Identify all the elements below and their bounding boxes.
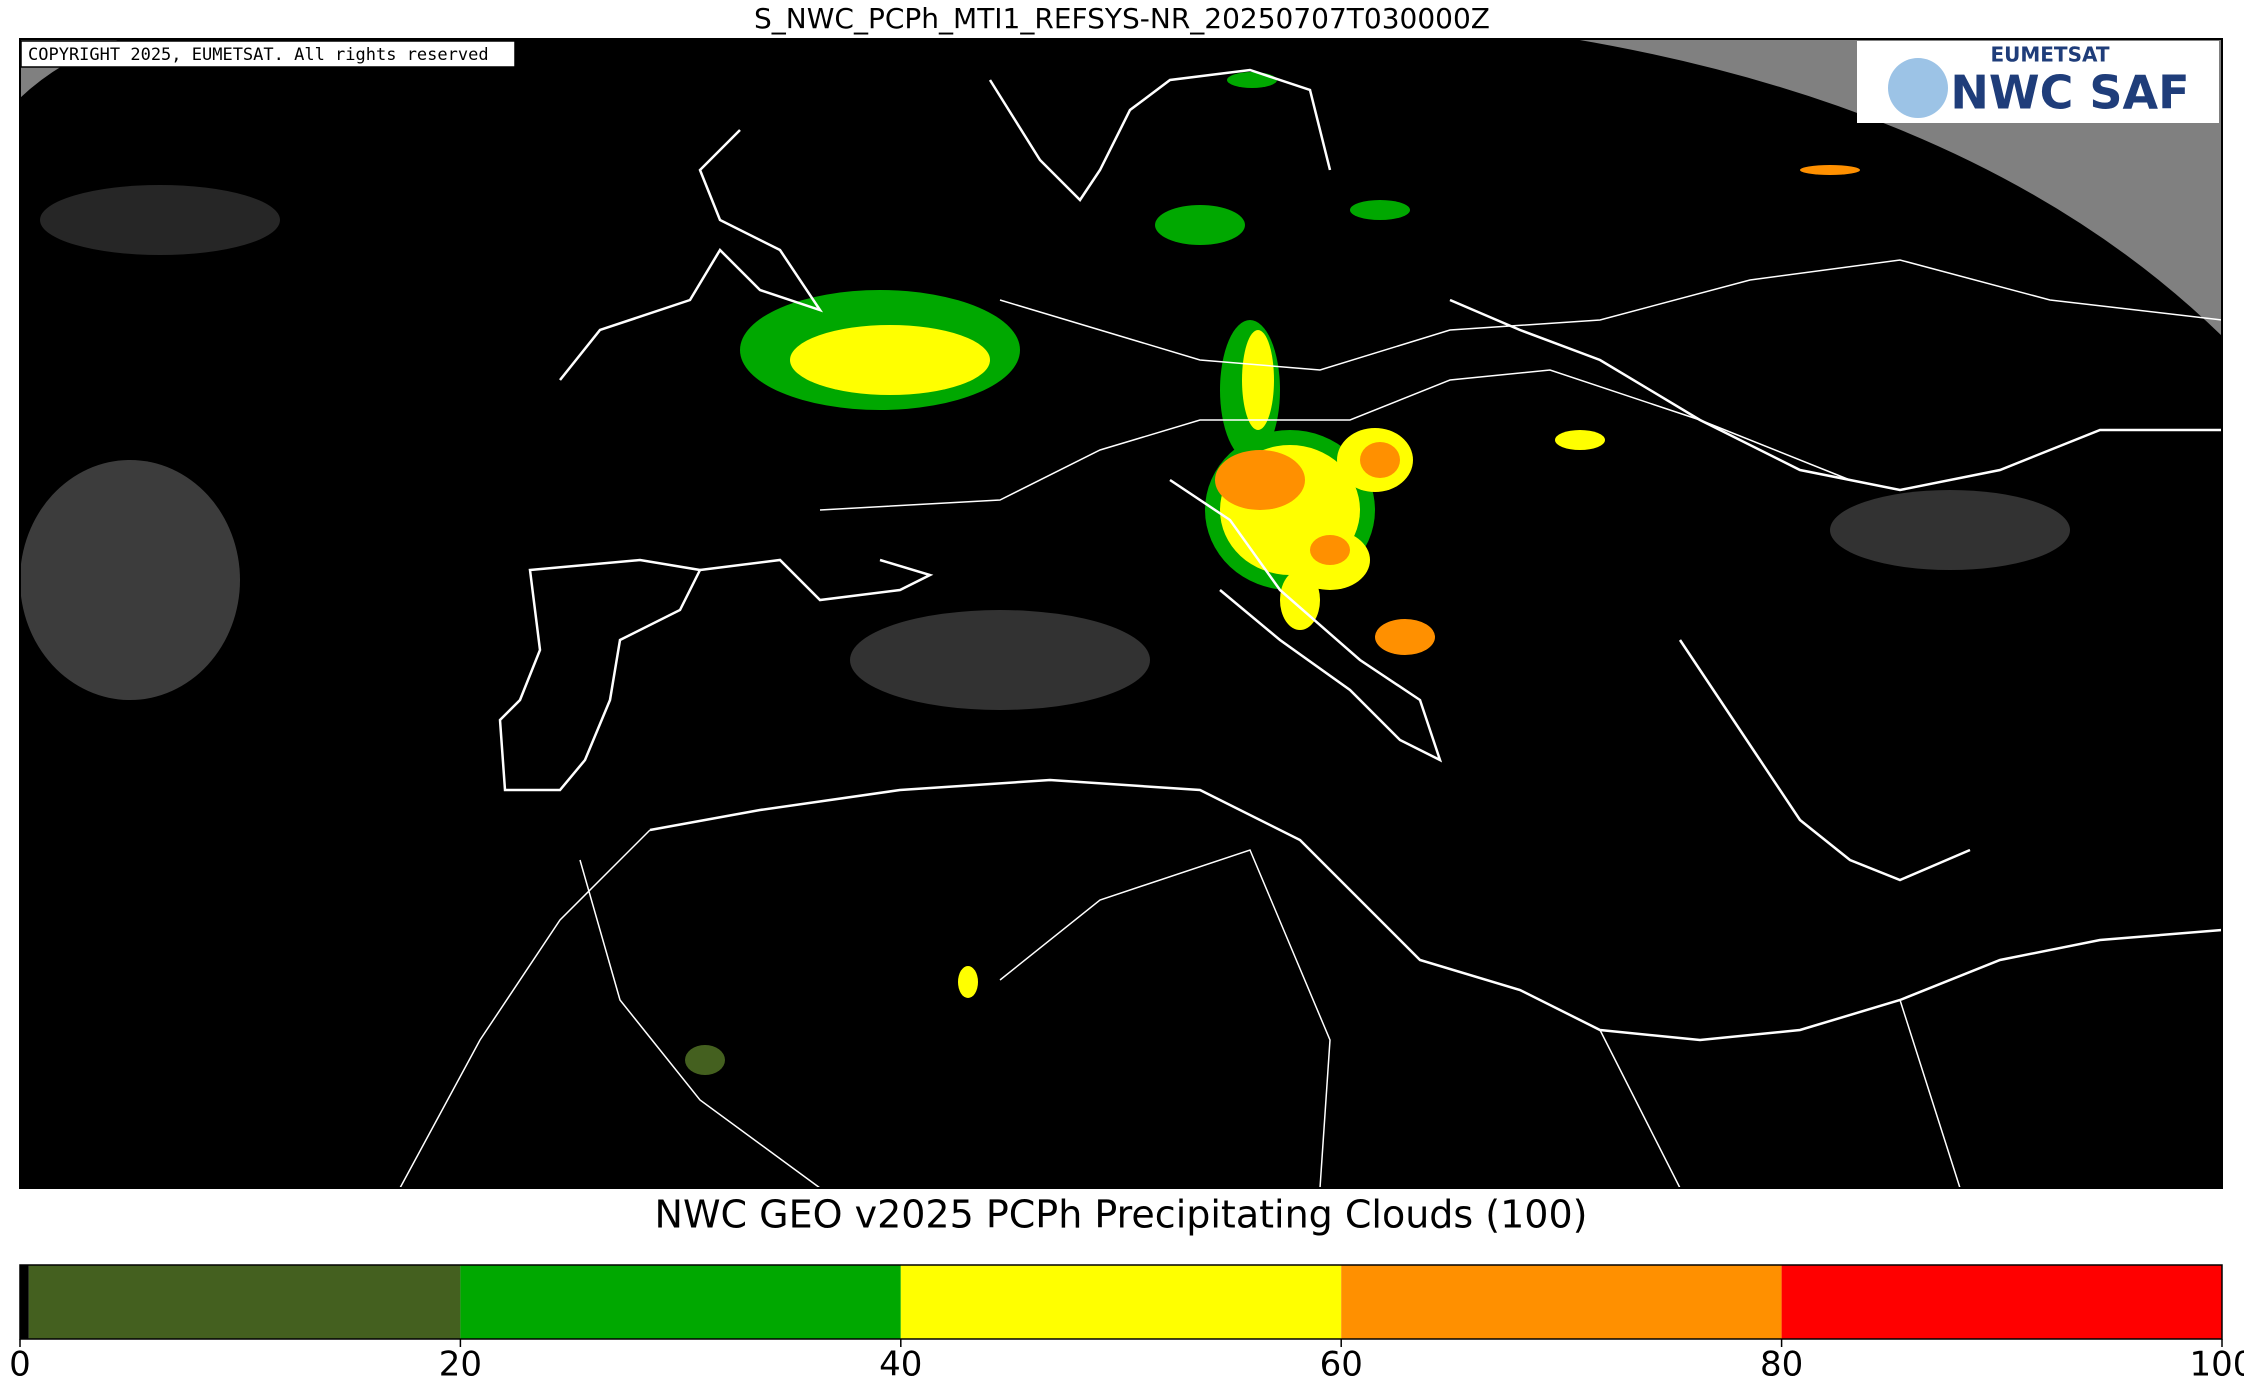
- colorbar-tick-label: 60: [1320, 1345, 1363, 1385]
- colorbar-tick-label: 0: [9, 1345, 31, 1385]
- colorbar-tick-label: 100: [2190, 1345, 2244, 1385]
- map-frame: [19, 38, 2223, 1189]
- precip-areas: [685, 72, 1860, 1075]
- colorbar-tick-label: 40: [879, 1345, 922, 1385]
- colorbar-segment: [460, 1265, 901, 1339]
- title: S_NWC_PCPh_MTI1_REFSYS-NR_20250707T03000…: [754, 2, 1490, 35]
- colorbar-segment: [20, 1265, 29, 1339]
- surface-clutter: [20, 185, 2070, 710]
- borders: [399, 259, 2223, 1189]
- colorbar-tick-label: 20: [439, 1345, 482, 1385]
- colorbar-segment: [28, 1265, 461, 1339]
- colorbar-segment: [900, 1265, 1342, 1339]
- colorbar-segment: [1341, 1265, 1782, 1339]
- copyright-box: [20, 40, 516, 68]
- map-background: [20, 39, 2222, 1188]
- colorbar-segment: [1781, 1265, 2222, 1339]
- coastlines: [498, 68, 2223, 1042]
- map: COPYRIGHT 2025, EUMETSAT. All rights res…: [19, 38, 2223, 1189]
- colorbar-tick-label: 80: [1760, 1345, 1803, 1385]
- logo-main: NWC SAF: [1950, 66, 2189, 120]
- logo-top: EUMETSAT: [1990, 43, 2109, 67]
- logo-icon: [1888, 58, 1948, 118]
- colorbar-label: NWC GEO v2025 PCPh Precipitating Clouds …: [655, 1193, 1588, 1237]
- colorbar: 0 20 40 60 80 100: [9, 1264, 2244, 1385]
- copyright: COPYRIGHT 2025, EUMETSAT. All rights res…: [28, 45, 489, 65]
- colorbar-frame: [19, 1264, 2223, 1340]
